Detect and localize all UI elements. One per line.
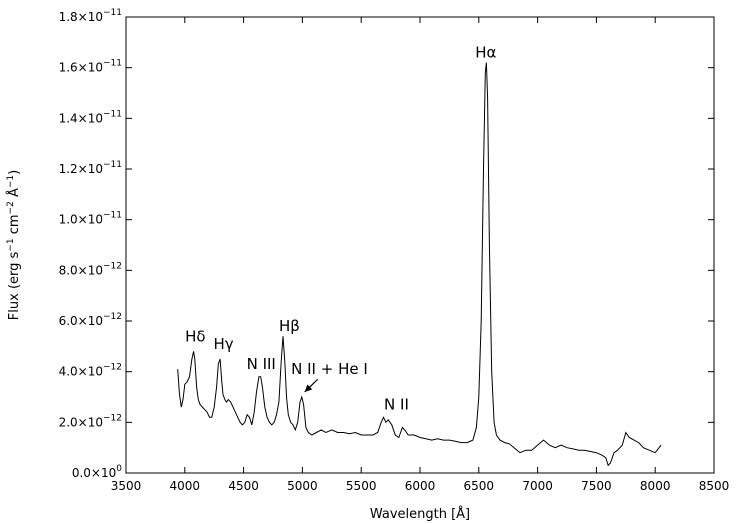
annotation-label: Hδ (185, 327, 205, 345)
annotation-label: N III (247, 355, 276, 373)
x-tick-label: 7500 (581, 479, 612, 493)
y-axis-label: Flux (erg s−1 cm−2 Å−1) (6, 170, 22, 320)
y-tick-label: 1.6×10−11 (59, 59, 122, 75)
annotation-label: N II (384, 396, 409, 414)
flux-spectrum-line (177, 62, 662, 467)
y-tick-label: 1.8×10−11 (59, 8, 122, 24)
annotation-label: Hγ (214, 335, 234, 353)
y-tick-label: 0.0×100 (72, 464, 122, 480)
x-tick-label: 7000 (522, 479, 553, 493)
annotation-arrowhead (304, 384, 313, 392)
x-tick-label: 3500 (111, 479, 142, 493)
y-axis-ticks: 0.0×100 2.0×10−12 4.0×10−12 6.0×10−12 8.0×10… (59, 8, 714, 480)
x-axis-label: Wavelength [Å] (370, 506, 470, 522)
x-tick-label: 4000 (170, 479, 201, 493)
y-tick-label: 1.0×10−11 (59, 211, 122, 227)
x-axis-ticks: 3500 4000 4500 5000 5500 6000 6500 7000 7500 8000… (111, 17, 730, 493)
y-tick-label: 1.2×10−11 (59, 160, 122, 176)
x-tick-label: 4500 (228, 479, 259, 493)
annotation-label: Hβ (279, 317, 300, 335)
y-tick-label: 2.0×10−12 (59, 413, 122, 429)
x-tick-label: 8500 (699, 479, 730, 493)
line-annotations: Hδ Hγ N III Hβ N II + He I N II Hα (185, 44, 496, 414)
x-tick-label: 6000 (405, 479, 436, 493)
y-tick-label: 4.0×10−12 (59, 363, 122, 379)
annotation-label: Hα (475, 44, 496, 62)
x-tick-label: 5000 (287, 479, 318, 493)
x-tick-label: 8000 (640, 479, 671, 493)
y-tick-label: 1.4×10−11 (59, 109, 122, 125)
y-tick-label: 6.0×10−12 (59, 312, 122, 328)
x-tick-label: 5500 (346, 479, 377, 493)
annotation-label: N II + He I (291, 360, 368, 378)
x-tick-label: 6500 (464, 479, 495, 493)
y-tick-label: 8.0×10−12 (59, 261, 122, 277)
